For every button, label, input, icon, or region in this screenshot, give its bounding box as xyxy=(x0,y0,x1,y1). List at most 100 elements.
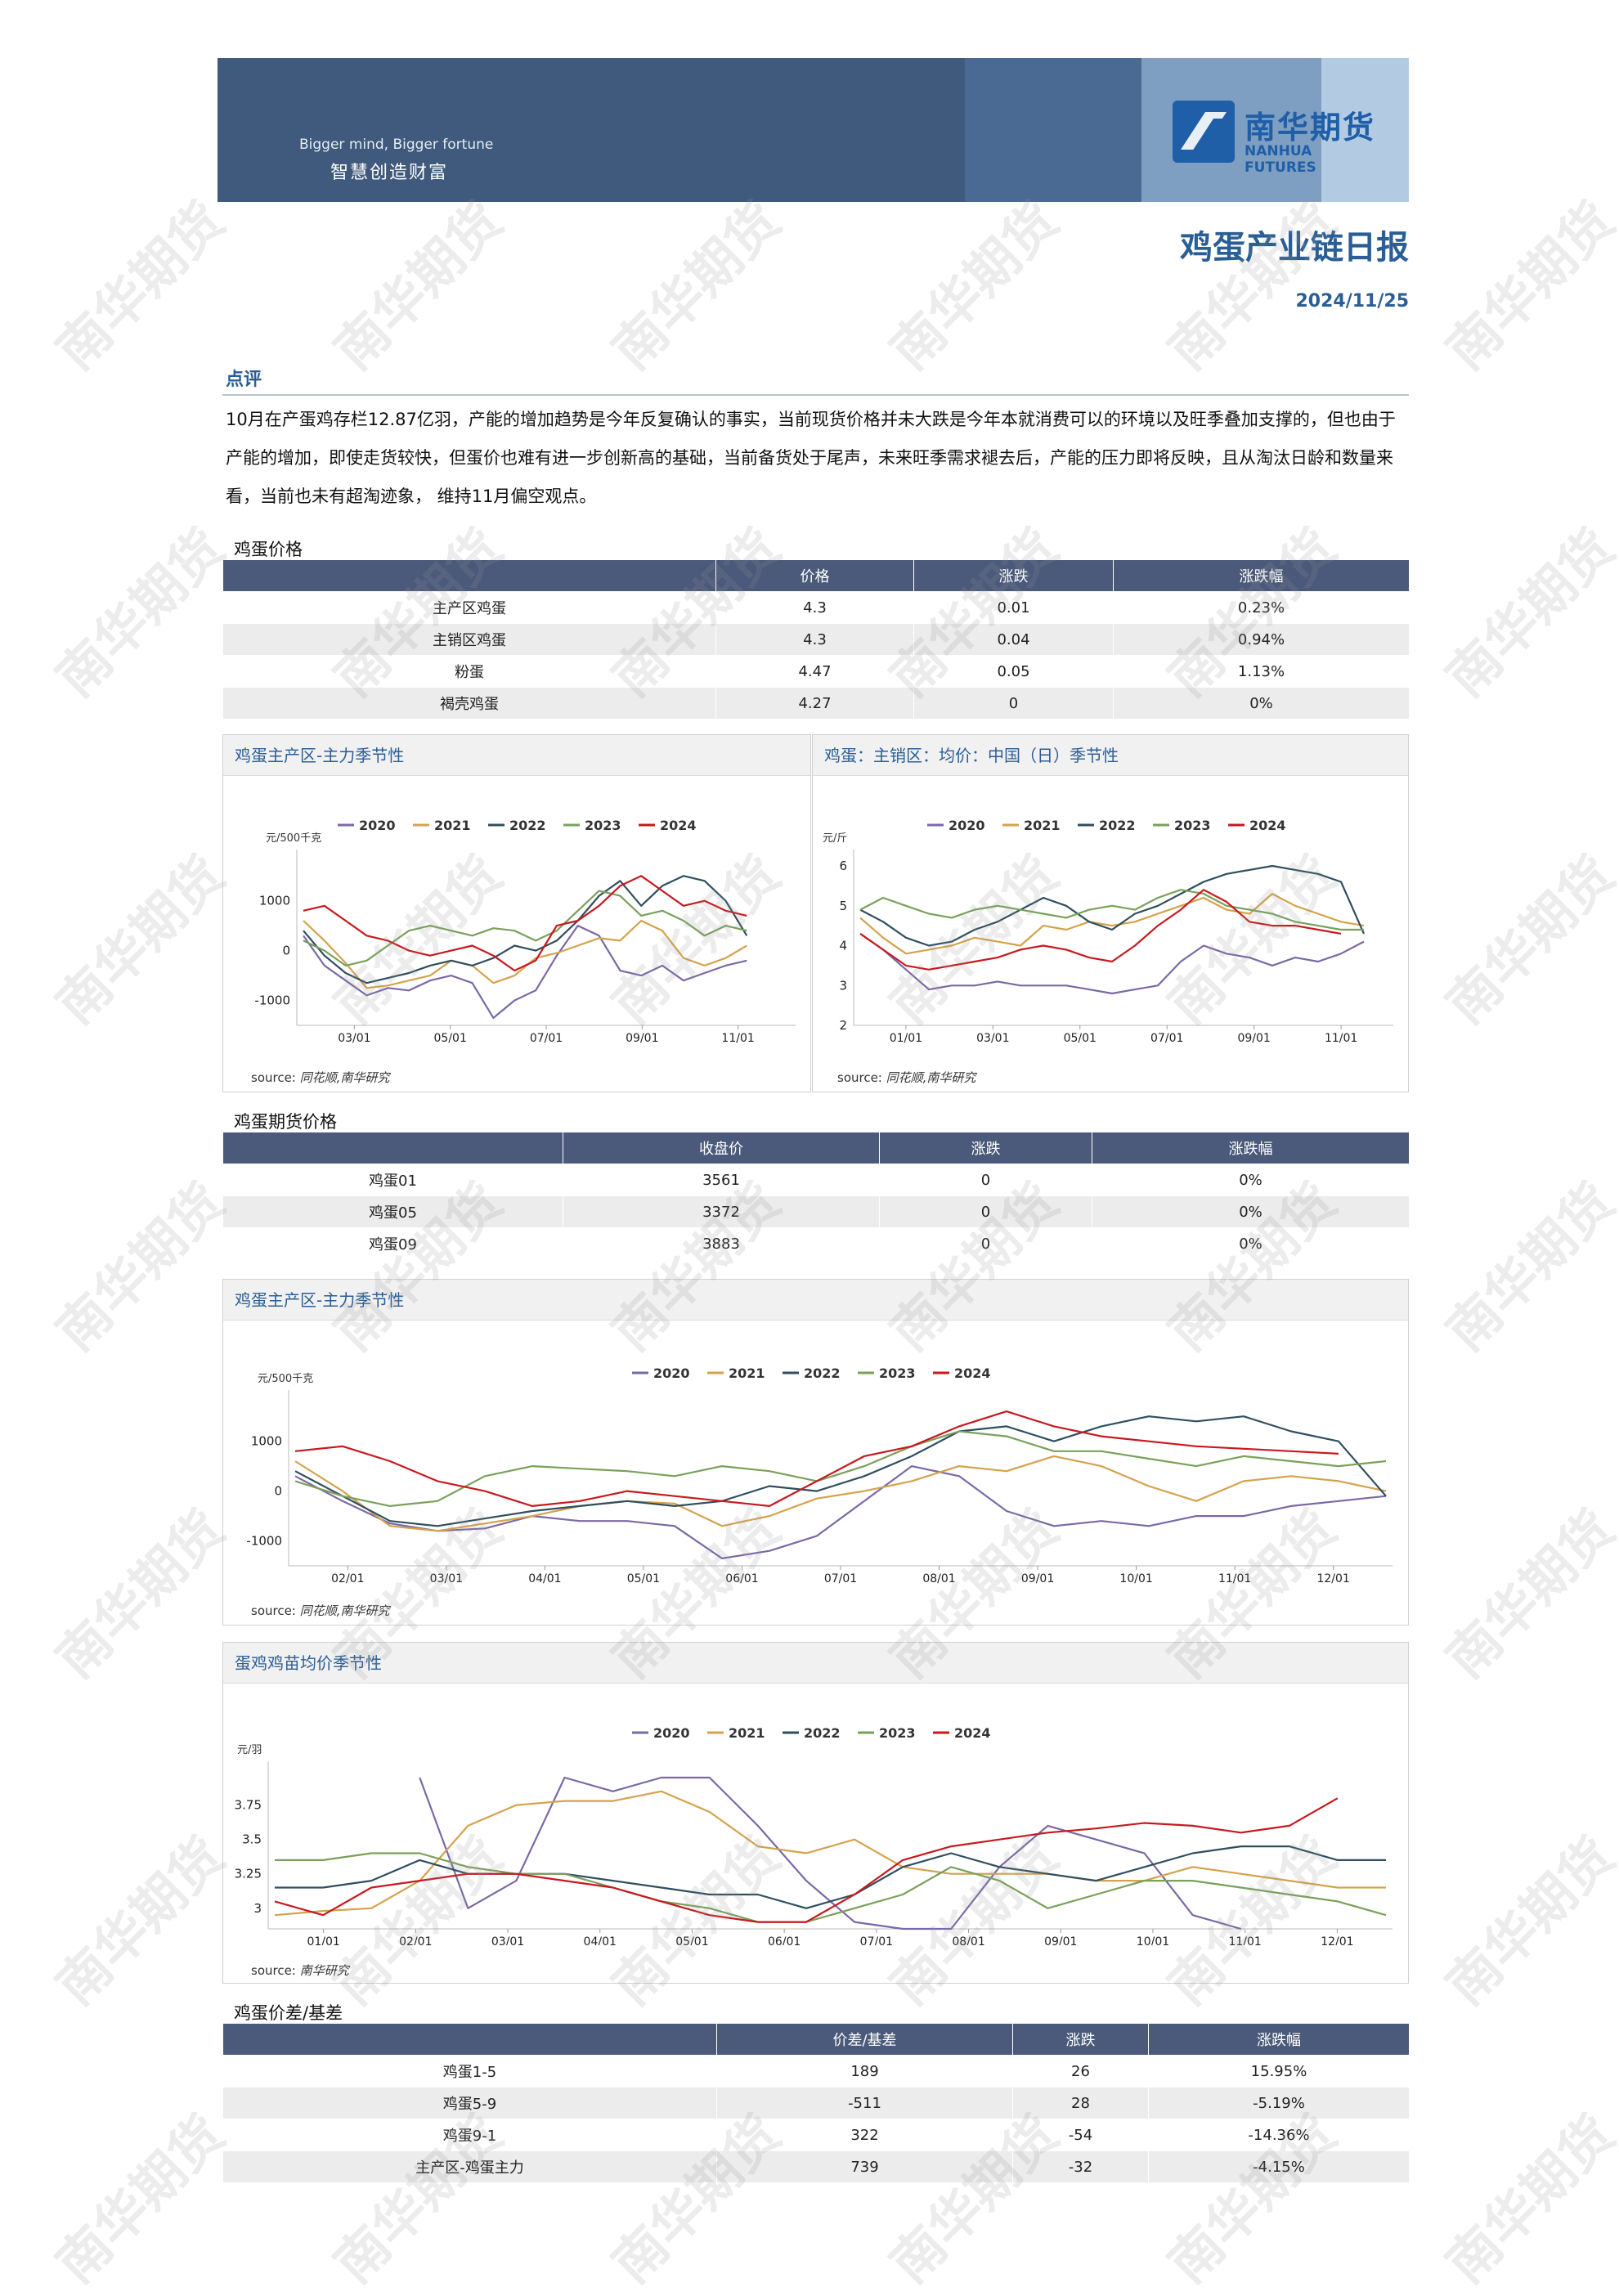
x-tick-label: 06/01 xyxy=(725,1572,758,1585)
table-cell: 0.01 xyxy=(913,591,1114,624)
series-line-2020 xyxy=(859,932,1365,995)
table-header xyxy=(222,1132,563,1164)
legend-label: 2020 xyxy=(359,818,396,833)
table-cell: 4.47 xyxy=(715,655,914,688)
y-tick-label: 1000 xyxy=(251,1434,282,1449)
x-tick-label: 11/01 xyxy=(1218,1572,1251,1585)
table-cell: 0.23% xyxy=(1113,591,1410,624)
x-tick-label: 05/01 xyxy=(675,1935,708,1945)
table-cell: 322 xyxy=(716,2119,1013,2151)
legend-label: 2023 xyxy=(879,1365,916,1381)
table-cell: 0% xyxy=(1092,1227,1410,1260)
legend-label: 2021 xyxy=(729,1725,765,1741)
legend-label: 2022 xyxy=(804,1365,841,1381)
futures-table-title: 鸡蛋期货价格 xyxy=(234,1112,337,1132)
legend-label: 2021 xyxy=(729,1365,765,1381)
x-tick-label: 03/01 xyxy=(430,1572,463,1585)
table-cell: 0 xyxy=(879,1195,1092,1228)
table-header xyxy=(222,559,716,592)
table-cell: 4.27 xyxy=(715,687,914,720)
logo-icon xyxy=(1173,101,1235,163)
watermark-text: 南华期货 xyxy=(1435,518,1619,709)
legend-label: 2023 xyxy=(879,1725,916,1741)
x-tick-label: 07/01 xyxy=(824,1572,857,1585)
table-cell: 739 xyxy=(716,2150,1013,2183)
x-tick-label: 09/01 xyxy=(1237,1032,1270,1045)
header-banner: Bigger mind, Bigger fortune 智慧创造财富 南华期货 … xyxy=(218,58,1409,202)
table-cell: 褐壳鸡蛋 xyxy=(222,687,716,720)
x-tick-label: 05/01 xyxy=(1064,1032,1097,1045)
table-cell: 4.3 xyxy=(715,591,914,624)
comment-body: 10月在产蛋鸡存栏12.87亿羽，产能的增加趋势是今年反复确认的事实，当前现货价… xyxy=(226,410,1396,506)
x-tick-label: 09/01 xyxy=(1021,1572,1054,1585)
table-cell: 1.13% xyxy=(1113,655,1410,688)
table-cell: 0 xyxy=(879,1227,1092,1260)
y-tick-label: 3.5 xyxy=(242,1832,262,1847)
series-line-2024 xyxy=(294,1410,1339,1507)
table-row: 主销区鸡蛋 4.3 0.04 0.94% xyxy=(222,623,1410,656)
table-row: 鸡蛋9-1 322 -54 -14.36% xyxy=(222,2119,1410,2151)
table-cell: 鸡蛋05 xyxy=(222,1195,563,1228)
table-header: 涨跌幅 xyxy=(1148,2023,1410,2056)
table-cell: -511 xyxy=(716,2087,1013,2119)
x-tick-label: 11/01 xyxy=(1228,1935,1261,1945)
y-axis-label: 元/羽 xyxy=(237,1744,262,1756)
y-axis-label: 元/500千克 xyxy=(266,832,321,845)
spread-table-title: 鸡蛋价差/基差 xyxy=(234,2003,343,2023)
spread-basis-table: 价差/基差 涨跌 涨跌幅 鸡蛋1-5 189 26 15.95% 鸡蛋5-9 -511 2… xyxy=(222,2023,1410,2183)
x-tick-label: 09/01 xyxy=(1044,1935,1077,1945)
legend-label: 2024 xyxy=(954,1365,991,1381)
table-row: 鸡蛋1-5 189 26 15.95% xyxy=(222,2055,1410,2087)
y-tick-label: 0 xyxy=(282,944,290,958)
x-tick-label: 04/01 xyxy=(528,1572,561,1585)
chart-panel-main-region-seasonal: 鸡蛋主产区-主力季节性 元/500千克 1000 0 -1000 03/01 05/01 0… xyxy=(222,734,811,1092)
x-tick-label: 05/01 xyxy=(434,1032,467,1045)
chart-source: source: 同花顺,南华研究 xyxy=(251,1603,390,1618)
chart-sales-region-seasonal: 元/斤 6 5 4 3 2 01/01 03/01 05/01 07/01 09/01 11/01 20… xyxy=(823,818,1393,1045)
watermark-text: 南华期货 xyxy=(45,191,236,382)
comment-heading: 点评 xyxy=(226,370,262,390)
table-header: 收盘价 xyxy=(563,1132,880,1164)
series-line-2022 xyxy=(275,1845,1386,1909)
watermark-text: 南华期货 xyxy=(45,845,236,1036)
x-tick-label: 03/01 xyxy=(976,1032,1009,1045)
watermark-text: 南华期货 xyxy=(1435,845,1619,1036)
x-tick-label: 03/01 xyxy=(338,1032,370,1045)
table-row: 主产区-鸡蛋主力 739 -32 -4.15% xyxy=(222,2150,1410,2183)
x-tick-label: 12/01 xyxy=(1321,1935,1353,1945)
table-cell: 0% xyxy=(1092,1164,1410,1196)
spot-table-title: 鸡蛋价格 xyxy=(234,540,303,559)
table-cell: -5.19% xyxy=(1148,2087,1410,2119)
series-line-2020 xyxy=(419,1776,1242,1931)
x-tick-label: 09/01 xyxy=(626,1032,658,1045)
table-cell: 3561 xyxy=(563,1164,880,1196)
watermark-text: 南华期货 xyxy=(1435,1499,1619,1690)
legend-label: 2020 xyxy=(949,818,985,833)
watermark-text: 南华期货 xyxy=(1435,1172,1619,1363)
watermark-text: 南华期货 xyxy=(1157,191,1348,382)
x-tick-label: 08/01 xyxy=(922,1572,955,1585)
table-header-row: 收盘价 涨跌 涨跌幅 xyxy=(222,1132,1410,1164)
chart-source: source: 同花顺,南华研究 xyxy=(251,1070,390,1085)
watermark-text: 南华期货 xyxy=(45,518,236,709)
table-cell: -32 xyxy=(1012,2150,1149,2183)
table-header: 价格 xyxy=(715,559,914,592)
table-cell: 26 xyxy=(1012,2055,1149,2087)
table-header: 涨跌幅 xyxy=(1113,559,1410,592)
x-tick-label: 10/01 xyxy=(1119,1572,1152,1585)
slogan-english: Bigger mind, Bigger fortune xyxy=(299,137,494,153)
watermark-text: 南华期货 xyxy=(323,191,514,382)
table-cell: 主销区鸡蛋 xyxy=(222,623,716,656)
chart-main-region-seasonal: 元/500千克 1000 0 -1000 03/01 05/01 07/01 09/01 11/… xyxy=(254,818,796,1045)
x-tick-label: 12/01 xyxy=(1316,1572,1349,1585)
legend-label: 2021 xyxy=(434,818,471,833)
legend-label: 2023 xyxy=(585,818,621,833)
table-row: 褐壳鸡蛋 4.27 0 0% xyxy=(222,687,1410,720)
series-line-2021 xyxy=(303,919,747,989)
series-line-2020 xyxy=(303,925,747,1019)
series-line-2024 xyxy=(859,889,1342,971)
chart-chick-price-seasonal: 元/羽 3.75 3.5 3.25 3 01/01 02/01 03/01 04/01 05/01… xyxy=(235,1725,1393,1945)
legend-label: 2022 xyxy=(509,818,546,833)
x-tick-label: 07/01 xyxy=(1150,1032,1183,1045)
